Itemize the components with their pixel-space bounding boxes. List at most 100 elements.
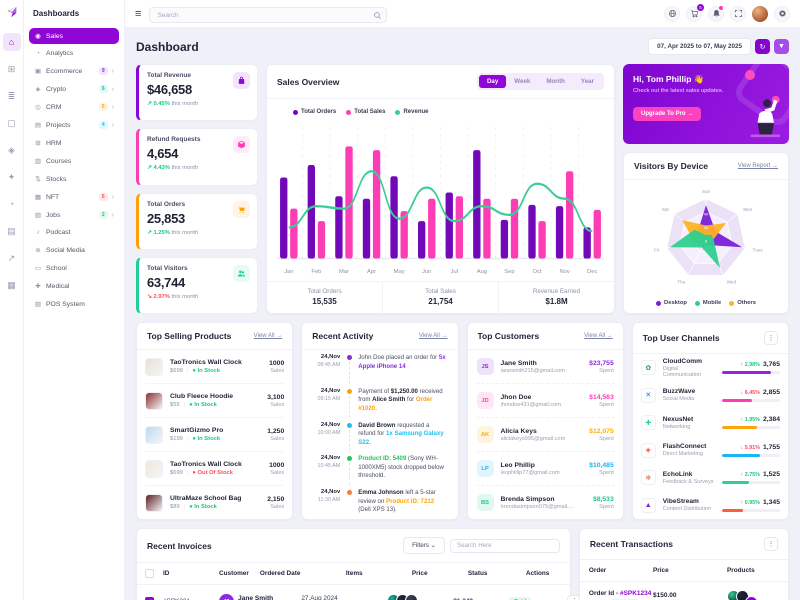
invoices-search-input[interactable] [449, 538, 560, 553]
filter-button[interactable]: ▼ [774, 39, 789, 54]
sidebar-item-ecommerce[interactable]: ▣ Ecommerce 9 › [29, 63, 119, 79]
transactions-menu-button[interactable]: ⋮ [764, 537, 778, 551]
product-info: TaoTronics Wall Clock $699 | ● In Stock [170, 359, 264, 374]
invoice-row[interactable]: ✓#SPK231JSJane Smithjanesmith213@gmail.c… [137, 585, 582, 600]
legend-revenue: Revenue [395, 109, 428, 115]
sidebar-item-social-media[interactable]: ⊚ Social Media [29, 242, 119, 258]
tab-year[interactable]: Year [573, 75, 602, 88]
activity-item[interactable]: 24,Nov 08:45 AM John Doe placed an order f… [310, 350, 449, 384]
activity-item[interactable]: 24,Nov 10:00 AM David Brown requested a re… [310, 418, 449, 452]
channel-info: EchoLink Feedback & Surveys [663, 471, 717, 485]
product-row[interactable]: UltraMaze School Bag $89 | ● In Stock 2,150 S… [145, 486, 284, 519]
channel-row[interactable]: ▲ VibeStream Content Distribution ↑ 0.95% 1,… [640, 492, 780, 520]
refresh-button[interactable]: ↻ [755, 39, 770, 54]
sidebar-item-crm[interactable]: ◎ CRM 5 › [29, 99, 119, 115]
customers-view-all-link[interactable]: View All → [584, 333, 613, 339]
stat-change: ↗ 4.43% this month [147, 165, 199, 172]
user-avatar[interactable] [752, 5, 768, 22]
wallet-icon[interactable]: ▤ [7, 225, 16, 236]
home-icon[interactable]: ⌂ [2, 33, 21, 51]
activity-item[interactable]: 24,Nov 10:45 AM Product ID: 5409 (Sony WH-… [310, 451, 449, 486]
board-icon[interactable]: ▦ [7, 279, 16, 290]
cart-button[interactable]: 5 [686, 3, 704, 22]
sidebar-item-crypto[interactable]: ◈ Crypto 6 › [29, 81, 119, 97]
x-tick: Feb [311, 269, 322, 275]
echolink-logo-icon: ❋ [640, 470, 656, 486]
activity-view-all-link[interactable]: View All → [418, 333, 448, 339]
sidebar-item-courses[interactable]: ▥ Courses [29, 153, 119, 169]
sidebar-item-stocks[interactable]: ⇅ Stocks [29, 171, 119, 187]
filters-button[interactable]: Filters ⌄ [403, 537, 445, 554]
channels-menu-button[interactable]: ⋮ [764, 331, 778, 345]
transaction-row[interactable]: Order Id - #SPK12344 Items✓ Paid$150.002… [580, 582, 788, 600]
sidebar-item-hrm[interactable]: ⊞ HRM [29, 135, 119, 151]
channels-header: Top User Channels ⋮ [632, 323, 788, 354]
date-range-picker[interactable]: 07, Apr 2025 to 07, May 2025 [648, 38, 751, 55]
customer-row[interactable]: LP Leo Phillip leophillip77@gmail.com $10,4… [475, 452, 615, 486]
channel-category: Digital Communication [662, 365, 701, 378]
customer-row[interactable]: AK Alicia Keys aliciakeys995@gmail.com $12,… [475, 418, 615, 452]
settings-button[interactable] [774, 5, 790, 22]
sidebar-item-pos-system[interactable]: ▨ POS System [29, 296, 119, 312]
notification-dot [719, 5, 723, 10]
summary-total-orders: Total Orders 15,535 [267, 282, 383, 313]
legend-label: Total Sales [354, 109, 386, 115]
layers-icon[interactable]: ≣ [7, 90, 16, 101]
products-view-all-link[interactable]: View All → [253, 333, 283, 339]
customer-info: Jhon Doe jhondoe431@gmail.com [501, 394, 585, 408]
app-logo[interactable] [5, 5, 19, 19]
compass-icon[interactable]: ◔ [8, 199, 15, 209]
sidebar-item-school[interactable]: ▭ School [29, 260, 119, 276]
customer-row[interactable]: JD Jhon Doe jhondoe431@gmail.com $14,563 Spe… [475, 384, 615, 418]
search-input[interactable] [149, 7, 388, 24]
view-report-link[interactable]: View Report → [737, 163, 778, 169]
search-icon[interactable] [373, 7, 382, 19]
promo-illustration [750, 95, 781, 138]
sidebar-item-sales[interactable]: ◉ Sales [29, 28, 119, 44]
select-all-checkbox[interactable] [145, 569, 154, 578]
product-row[interactable]: SmartGizmo Pro $199 | ● In Stock 1,250 Sales [145, 418, 285, 452]
upgrade-button[interactable]: Upgrade To Pro → [633, 107, 702, 121]
activity-item[interactable]: 24,Nov 09:15 AM Payment of $1,250.00 recei… [310, 384, 449, 418]
file-icon[interactable]: ▢ [7, 117, 16, 128]
customer-identity: Jane Smithjanesmith213@gmail.com [238, 595, 301, 600]
sidebar-item-analytics[interactable]: ◔ Analytics [29, 46, 119, 61]
tab-month[interactable]: Month [538, 75, 573, 88]
divider: | [183, 504, 186, 510]
legend-label: Desktop [664, 300, 687, 306]
customer-row[interactable]: JS Jane Smith janesmith215@gmail.com $23,75… [475, 350, 615, 384]
activity-date: 24,Nov 09:15 AM [310, 388, 340, 418]
product-row[interactable]: TaoTronics Wall Clock $699 | ● Out Of Stock… [145, 452, 285, 486]
sidebar-item-jobs[interactable]: ▧ Jobs 2 › [29, 207, 119, 223]
notifications-button[interactable] [708, 5, 724, 22]
channel-row[interactable]: ❋ EchoLink Feedback & Surveys ↑ 3.75% 1,525 [640, 464, 780, 492]
tab-day[interactable]: Day [478, 75, 507, 88]
tab-week[interactable]: Week [506, 75, 538, 88]
top-selling-products-card: Top Selling Products View All → TaoTroni… [136, 322, 294, 520]
customers-header: Top Customers View All → [467, 323, 623, 350]
sidebar-item-medical[interactable]: ✚ Medical [29, 278, 119, 294]
channel-row[interactable]: ✕ BuzzWave Social Media ↓ 6.45% 2,855 [640, 382, 780, 410]
channel-row[interactable]: ✚ NexusNet Networking ↑ 1.95% 2,384 [640, 409, 780, 437]
product-row[interactable]: TaoTronics Wall Clock $699 | ● In Stock 1000… [145, 350, 285, 384]
gem-icon[interactable]: ◈ [8, 144, 15, 155]
channel-name: FlashConnect [662, 443, 707, 451]
apps-icon[interactable]: ⊞ [7, 63, 16, 74]
language-button[interactable] [664, 5, 680, 22]
channel-progress [722, 508, 780, 512]
gift-icon[interactable]: ✦ [7, 171, 16, 182]
status-badge: Paid [509, 596, 532, 600]
fullscreen-button[interactable] [730, 5, 746, 22]
channel-row[interactable]: ✿ CloudComm Digital Communication ↑ 2.98% 3,… [640, 354, 780, 382]
channel-row[interactable]: ◈ FlashConnect Direct Marketing ↓ 5.91% 1,75… [640, 437, 780, 465]
sidebar-item-projects[interactable]: ▤ Projects 4 › [29, 117, 119, 133]
activity-item[interactable]: 24,Nov 11:30 AM Emma Johnson left a 5-star… [310, 485, 449, 519]
menu-toggle-icon[interactable]: ≡ [135, 7, 142, 20]
customer-row[interactable]: BS Brenda Simpson brendasimpson075@gmail.c… [476, 486, 615, 519]
sidebar-item-nft[interactable]: ▦ NFT 6 › [29, 189, 119, 205]
legend-dot [656, 300, 662, 306]
chevron-right-icon: › [111, 85, 114, 93]
chart-icon[interactable]: ↗ [7, 252, 16, 263]
sidebar-item-podcast[interactable]: ♪ Podcast [29, 225, 119, 240]
product-row[interactable]: Club Fleece Hoodie $55 | ● In Stock 3,100 Sal… [145, 384, 285, 418]
